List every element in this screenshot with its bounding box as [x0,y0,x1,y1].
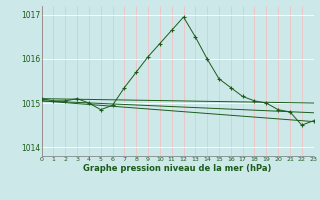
X-axis label: Graphe pression niveau de la mer (hPa): Graphe pression niveau de la mer (hPa) [84,164,272,173]
